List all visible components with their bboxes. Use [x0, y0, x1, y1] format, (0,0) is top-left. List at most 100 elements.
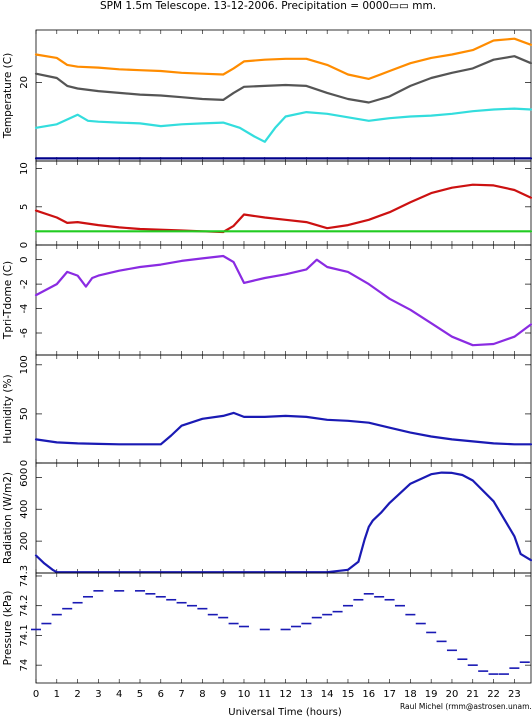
y-tick-label: 400: [19, 500, 30, 519]
series-1: [34, 254, 532, 347]
x-tick-label: 20: [446, 689, 459, 700]
y-tick-label: 10: [19, 162, 30, 175]
data-point: [238, 625, 249, 628]
x-tick-label: 16: [362, 689, 375, 700]
series-1: [31, 590, 530, 675]
series-line: [34, 183, 532, 234]
data-point: [394, 604, 405, 607]
data-point: [259, 628, 270, 631]
data-point: [280, 628, 291, 631]
series-1: [34, 183, 532, 234]
y-tick-label: 0: [19, 256, 30, 262]
series-1: [34, 37, 532, 81]
y-tick-label: 600: [19, 468, 30, 487]
y-axis-label: Humidity (%): [2, 374, 14, 443]
x-tick-label: 8: [199, 689, 205, 700]
data-point: [176, 601, 187, 604]
data-point: [186, 604, 197, 607]
x-tick-label: 6: [158, 689, 164, 700]
x-axis-label: Universal Time (hours): [228, 707, 342, 718]
y-tick-label: -2: [19, 279, 30, 289]
data-point: [207, 613, 218, 616]
data-point: [228, 622, 239, 625]
chart-panels: 20 Temperature (C) 0 5 10 -6 -4 -2 0 Tpri-Tdome (…: [2, 29, 532, 684]
data-point: [405, 613, 416, 616]
series-line: [34, 37, 532, 81]
y-axis-label: Pressure (kPa): [2, 591, 14, 666]
data-point: [82, 595, 93, 598]
series-line: [34, 254, 532, 347]
credit-text: Raul Michel (rmm@astrosen.unam.mx): [400, 702, 532, 711]
x-tick-label: 3: [95, 689, 101, 700]
x-axis: 0 1 2 3 4 5 6 7 8 9 10 11 12 13 14 15 16 17 18 19 20 21 22 23: [33, 689, 521, 700]
data-point: [197, 607, 208, 610]
data-point: [290, 625, 301, 628]
data-point: [51, 613, 62, 616]
data-point: [155, 595, 166, 598]
data-point: [134, 590, 145, 592]
data-point: [72, 601, 83, 604]
y-tick-label: 0: [19, 242, 30, 248]
data-point: [467, 664, 478, 666]
y-tick-label: -4: [19, 304, 30, 314]
data-point: [332, 610, 343, 613]
series-2: [34, 55, 532, 104]
data-point: [384, 598, 395, 601]
y-tick-label: 74.3: [19, 565, 30, 587]
data-point: [62, 607, 73, 610]
y-tick-label: 74.2: [19, 595, 30, 617]
data-point: [218, 616, 229, 619]
x-tick-label: 9: [220, 689, 226, 700]
data-point: [426, 631, 437, 634]
data-point: [436, 640, 447, 643]
data-point: [145, 593, 156, 595]
data-point: [31, 628, 41, 631]
data-point: [446, 649, 457, 652]
x-tick-label: 17: [383, 689, 396, 700]
data-point: [478, 670, 489, 672]
x-tick-label: 21: [466, 689, 479, 700]
y-axis-label: Radiation (W/m2): [2, 472, 14, 564]
data-point: [41, 622, 52, 625]
y-tick-label: -6: [19, 328, 30, 338]
x-tick-label: 14: [321, 689, 334, 700]
data-point: [488, 673, 499, 675]
series-line: [34, 107, 532, 143]
panel-2: 0 5 10: [19, 160, 532, 248]
data-point: [374, 595, 385, 598]
series-line: [34, 471, 532, 574]
panel-frame: [35, 29, 532, 162]
series-1: [34, 471, 532, 574]
series-1: [34, 411, 532, 446]
x-tick-label: 1: [54, 689, 60, 700]
data-point: [415, 622, 426, 625]
data-point: [322, 613, 333, 616]
data-point: [301, 622, 312, 625]
data-point: [509, 667, 520, 669]
y-tick-label: 20: [19, 76, 30, 89]
y-tick-label: 200: [19, 532, 30, 551]
data-point: [311, 616, 322, 619]
x-tick-label: 12: [279, 689, 292, 700]
x-tick-label: 5: [137, 689, 143, 700]
y-tick-label: 50: [19, 408, 30, 421]
x-tick-label: 18: [404, 689, 417, 700]
series-line: [34, 55, 532, 104]
x-tick-label: 11: [258, 689, 271, 700]
panel-frame: [35, 354, 532, 464]
panel-6: 74 74.1 74.2 74.3 Pressure (kPa): [2, 565, 532, 684]
y-tick-label: 74.1: [19, 624, 30, 646]
x-tick-label: 15: [342, 689, 355, 700]
y-tick-label: 74: [19, 659, 30, 672]
panel-3: -6 -4 -2 0 Tpri-Tdome (C): [2, 244, 532, 356]
x-tick-label: 23: [508, 689, 521, 700]
data-point: [114, 590, 125, 592]
data-point: [457, 658, 468, 661]
panel-4: 0 50 100 Humidity (%): [2, 354, 532, 466]
series-3: [34, 107, 532, 143]
series-line: [34, 411, 532, 446]
chart-title: SPM 1.5m Telescope. 13-12-2006. Precipit…: [100, 0, 436, 12]
y-axis-label: Temperature (C): [2, 53, 14, 139]
data-point: [363, 593, 374, 595]
